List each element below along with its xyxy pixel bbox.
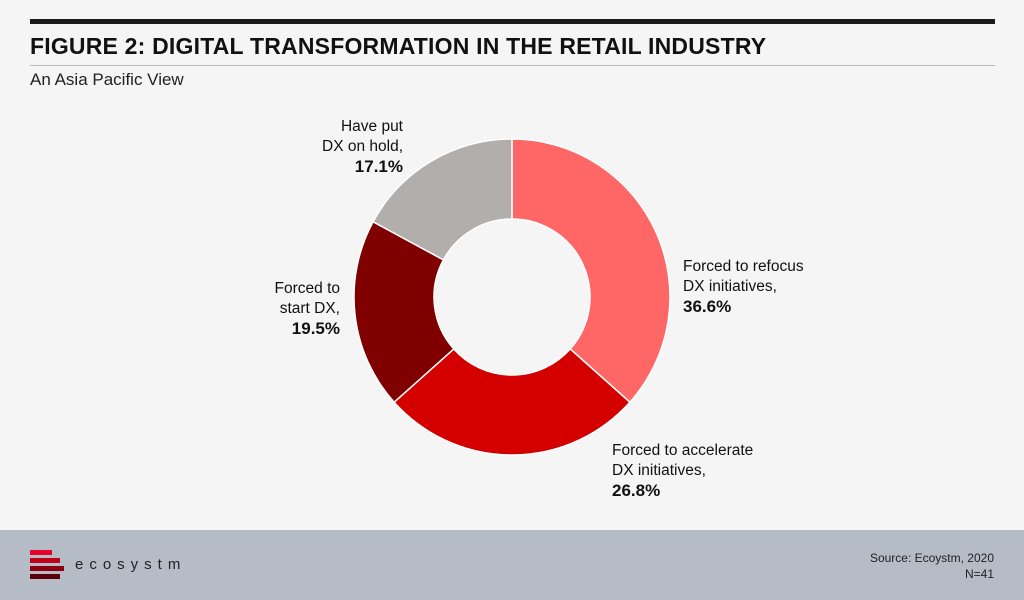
- label-start: Forced to start DX, 19.5%: [275, 279, 340, 339]
- label-start-value: 19.5%: [291, 319, 340, 338]
- label-hold-line1: Have put: [340, 118, 403, 135]
- label-refocus-line2: DX initiatives,: [683, 278, 777, 295]
- label-accelerate-line2: DX initiatives,: [612, 462, 706, 479]
- title-divider: [30, 65, 995, 66]
- figure-subtitle: An Asia Pacific View: [30, 70, 184, 89]
- slice-start: [353, 220, 455, 404]
- logo-bar-3: [30, 566, 64, 571]
- label-hold-line2: DX on hold,: [322, 138, 403, 155]
- source-text: Source: Ecoystm, 2020: [869, 551, 994, 565]
- label-start-line2: start DX,: [279, 300, 340, 317]
- top-rule: [30, 19, 995, 24]
- slice-hold: [372, 138, 513, 261]
- footer-bar: ecosystm Source: Ecoystm, 2020 N=41: [0, 530, 1024, 600]
- sample-size: N=41: [964, 567, 994, 581]
- slice-accelerate: [393, 347, 631, 456]
- source-note: Source: Ecoystm, 2020 N=41: [870, 550, 994, 582]
- label-hold: Have put DX on hold, 17.1%: [322, 117, 403, 177]
- logo-bar-2: [30, 558, 60, 563]
- logo-bar-4: [30, 574, 60, 579]
- brand-name: ecosystm: [75, 556, 187, 573]
- label-start-line1: Forced to: [274, 280, 340, 297]
- ecosystm-logo-icon: [30, 550, 64, 580]
- label-refocus-value: 36.6%: [683, 297, 732, 316]
- figure-title: FIGURE 2: DIGITAL TRANSFORMATION IN THE …: [30, 33, 767, 59]
- logo-bar-1: [30, 550, 52, 555]
- label-refocus: Forced to refocus DX initiatives, 36.6%: [683, 257, 804, 317]
- slice-refocus: [511, 138, 671, 404]
- label-accelerate-value: 26.8%: [612, 481, 661, 500]
- donut-chart: [353, 138, 671, 456]
- label-hold-value: 17.1%: [354, 157, 403, 176]
- label-refocus-line1: Forced to refocus: [683, 258, 804, 275]
- label-accelerate: Forced to accelerate DX initiatives, 26.…: [612, 441, 753, 501]
- label-accelerate-line1: Forced to accelerate: [612, 442, 754, 459]
